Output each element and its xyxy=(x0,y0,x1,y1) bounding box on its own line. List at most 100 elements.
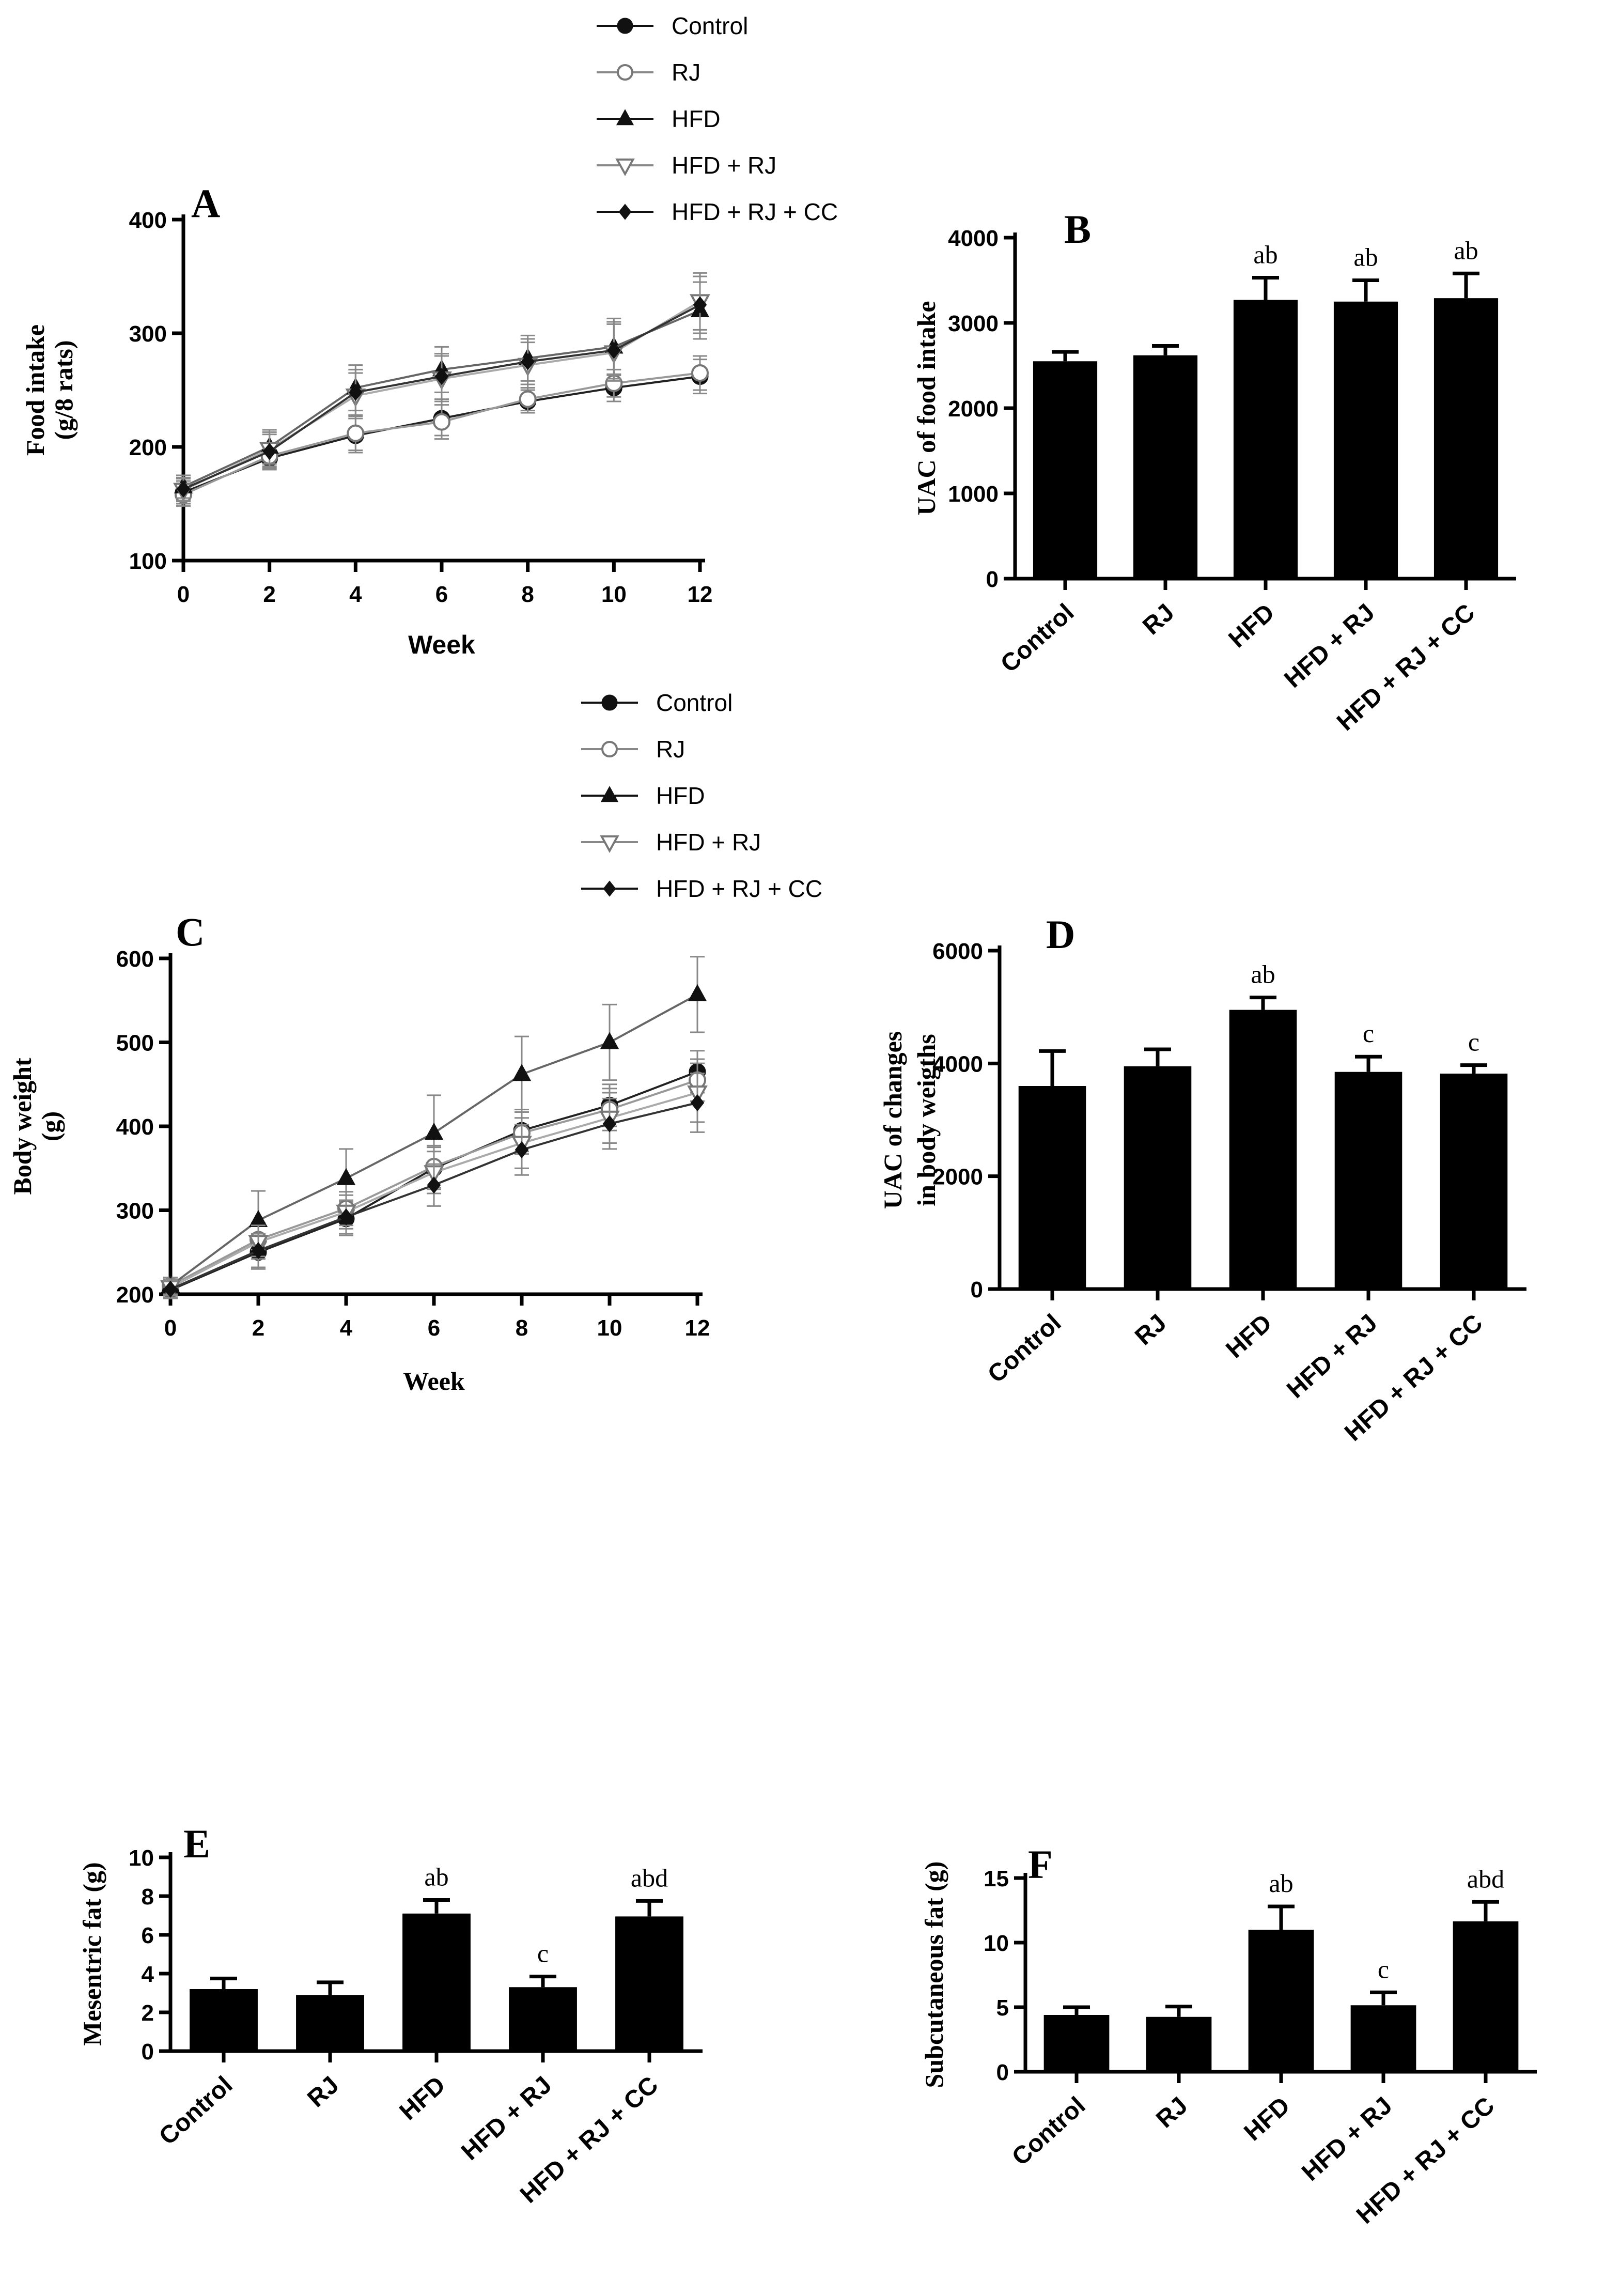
y-tick-label: 6000 xyxy=(932,939,983,964)
legend-label: Control xyxy=(672,12,748,39)
bar xyxy=(1018,1086,1086,1289)
bar xyxy=(1453,1921,1519,2072)
x-tick-label: 0 xyxy=(164,1315,177,1341)
panel-letter: B xyxy=(1064,207,1091,252)
x-tick-label: 10 xyxy=(601,582,627,607)
data-point xyxy=(163,1280,178,1298)
y-tick-label: 0 xyxy=(142,2039,154,2065)
legend-label: RJ xyxy=(672,59,700,86)
y-tick-label: 100 xyxy=(129,549,167,574)
series-hfd xyxy=(161,956,707,1295)
data-point xyxy=(347,424,365,442)
x-tick-label: 12 xyxy=(685,1315,710,1341)
bar xyxy=(1334,1072,1403,1289)
y-tick-label: 10 xyxy=(984,1931,1009,1956)
data-point xyxy=(693,296,707,314)
category-label: Control xyxy=(154,2071,238,2151)
bar xyxy=(1248,1930,1314,2072)
legend-marker xyxy=(617,18,633,34)
legend-label: HFD xyxy=(672,105,721,132)
legend-marker xyxy=(601,741,618,757)
category-label: HFD + RJ xyxy=(1279,599,1380,693)
bar xyxy=(1233,300,1298,579)
bar xyxy=(1350,2005,1416,2072)
legend-label: HFD + RJ xyxy=(672,152,776,179)
y-axis-label: Food intake xyxy=(21,324,50,456)
y-axis-label: Body weight xyxy=(8,1058,37,1195)
data-point xyxy=(519,390,537,408)
legend-label: HFD + RJ + CC xyxy=(656,875,822,902)
legend-marker xyxy=(615,158,635,176)
category-label: RJ xyxy=(302,2071,344,2113)
bar xyxy=(1146,2016,1212,2072)
legend: Control RJ HFD HFD + RJ HFD + RJ + CC xyxy=(581,689,822,902)
significance-label: ab xyxy=(1353,243,1378,272)
data-point xyxy=(262,443,276,460)
legend-marker xyxy=(617,64,633,81)
category-label: RJ xyxy=(1137,599,1179,640)
category-label: Control xyxy=(995,599,1079,678)
category-label: HFD + RJ xyxy=(456,2071,557,2166)
legend: Control RJ HFD HFD + RJ HFD + RJ + CC xyxy=(597,12,838,225)
panel-f-bar-chart: F 0 5 10 15 Subcutaneous fat (g) Control RJ ab HF… xyxy=(920,1842,1537,2229)
data-point xyxy=(427,1176,441,1194)
y-tick-label: 4 xyxy=(142,1962,154,1987)
y-tick-label: 4000 xyxy=(932,1051,983,1077)
significance-label: ab xyxy=(1251,960,1275,989)
significance-label: c xyxy=(1363,1019,1374,1048)
bar xyxy=(1033,361,1098,579)
significance-label: c xyxy=(1468,1028,1479,1057)
bar xyxy=(1333,301,1398,579)
legend-label: HFD xyxy=(656,782,705,809)
x-axis-label: Week xyxy=(408,630,475,659)
bar xyxy=(1440,1073,1508,1289)
category-label: HFD xyxy=(1221,1309,1277,1363)
panel-c-line-chart: C 200 300 400 500 600 0 2 4 6 8 10 12 Week Body weight… xyxy=(8,689,822,1395)
y-axis-label: UAC of changes xyxy=(878,1031,907,1209)
legend-label: HFD + RJ + CC xyxy=(672,198,838,225)
significance-label: c xyxy=(537,1939,549,1968)
category-label: HFD xyxy=(395,2071,451,2126)
x-tick-label: 2 xyxy=(263,582,275,607)
panel-b-bar-chart: B 0 1000 2000 3000 4000 UAC of food intake Cont… xyxy=(912,207,1516,736)
bar xyxy=(190,1989,258,2051)
panel-d-bar-chart: D 0 2000 4000 6000 UAC of changes in body weig… xyxy=(878,912,1526,1447)
legend-marker xyxy=(603,880,616,897)
bar xyxy=(296,1995,364,2051)
x-tick-label: 4 xyxy=(340,1315,353,1341)
y-tick-label: 5 xyxy=(996,1995,1009,2021)
y-tick-label: 2000 xyxy=(932,1165,983,1190)
significance-label: ab xyxy=(1269,1869,1293,1898)
bar xyxy=(509,1987,577,2051)
y-tick-label: 500 xyxy=(116,1031,154,1056)
y-tick-label: 6 xyxy=(142,1923,154,1948)
data-point xyxy=(602,1115,617,1133)
y-tick-label: 1000 xyxy=(948,482,999,507)
data-point xyxy=(690,1094,705,1112)
y-axis-label: Mesentric fat (g) xyxy=(77,1862,106,2045)
x-tick-label: 6 xyxy=(435,582,448,607)
x-tick-label: 12 xyxy=(688,582,713,607)
y-tick-label: 3000 xyxy=(948,311,999,336)
series-hfd-rj-cc xyxy=(176,275,707,501)
significance-label: ab xyxy=(424,1863,448,1891)
panel-letter: F xyxy=(1028,1842,1053,1887)
bar xyxy=(402,1913,471,2051)
y-axis-label: (g) xyxy=(36,1111,65,1141)
y-axis-label: in body weigths xyxy=(912,1034,941,1206)
data-point xyxy=(688,984,707,1001)
y-tick-label: 4000 xyxy=(948,226,999,251)
y-tick-label: 15 xyxy=(984,1866,1009,1891)
x-tick-label: 4 xyxy=(349,582,362,607)
data-point xyxy=(349,383,363,401)
y-tick-label: 300 xyxy=(116,1199,154,1224)
category-label: Control xyxy=(983,1309,1066,1389)
bar xyxy=(1133,355,1198,579)
data-point xyxy=(691,364,709,382)
data-point xyxy=(433,413,450,431)
bar xyxy=(1433,298,1499,579)
category-label: HFD xyxy=(1224,599,1280,653)
panel-letter: D xyxy=(1046,912,1075,957)
data-point xyxy=(251,1242,266,1260)
y-tick-label: 10 xyxy=(129,1845,154,1871)
